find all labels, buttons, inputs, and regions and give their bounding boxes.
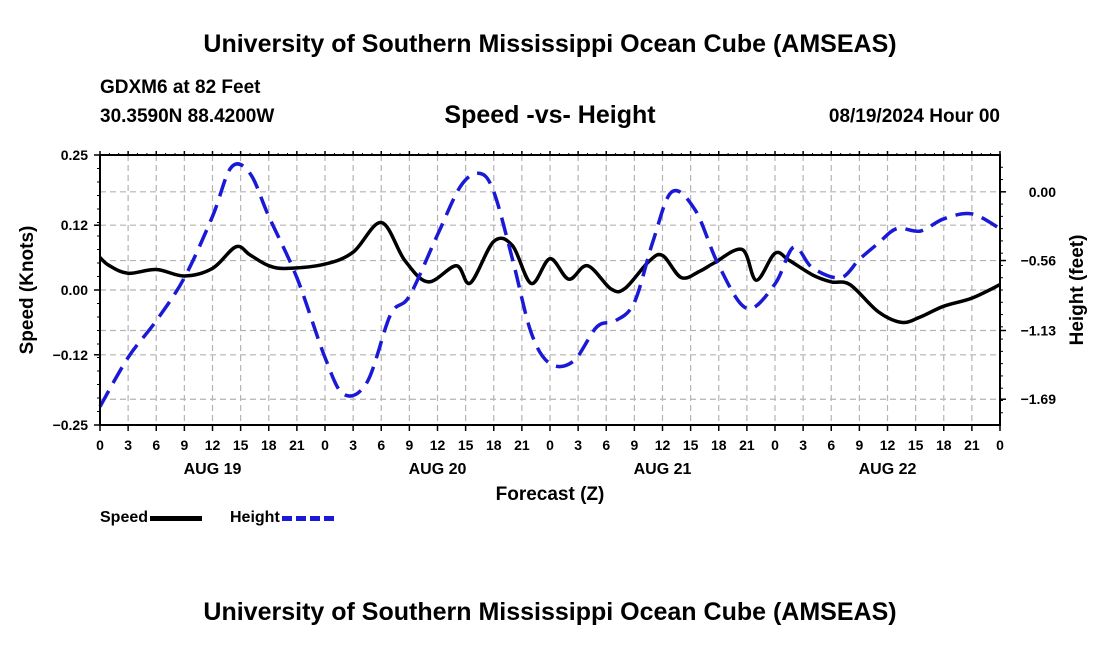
x-tick-label: 18 xyxy=(711,437,727,453)
day-label: AUG 19 xyxy=(184,461,242,478)
x-tick-label: 18 xyxy=(486,437,502,453)
y2-tick-label: 0.00 xyxy=(1029,184,1056,200)
legend-speed-swatch xyxy=(150,515,203,521)
y-axis-title: Speed (Knots) xyxy=(17,226,38,355)
x-tick-label: 6 xyxy=(377,437,385,453)
x-tick-label: 21 xyxy=(964,437,980,453)
coordinates-label: 30.3590N 88.4200W xyxy=(100,106,275,127)
legend-height: Height xyxy=(230,509,334,527)
x-tick-label: 9 xyxy=(855,437,863,453)
x-tick-label: 0 xyxy=(996,437,1004,453)
x-tick-label: 0 xyxy=(96,437,104,453)
x-tick-label: 18 xyxy=(261,437,277,453)
x-tick-label: 9 xyxy=(180,437,188,453)
x-tick-label: 21 xyxy=(739,437,755,453)
speed-series-line xyxy=(98,220,1001,325)
legend-height-label: Height xyxy=(230,509,280,526)
x-tick-label: 0 xyxy=(546,437,554,453)
x-tick-label: 15 xyxy=(458,437,474,453)
x-tick-label: 21 xyxy=(289,437,305,453)
x-tick-label: 3 xyxy=(124,437,132,453)
legend-speed: Speed xyxy=(100,509,203,527)
legend-height-swatch xyxy=(281,515,334,521)
x-tick-label: 21 xyxy=(514,437,530,453)
day-label: AUG 22 xyxy=(859,461,917,478)
y2-tick-label: −1.13 xyxy=(1021,323,1057,339)
grid xyxy=(100,155,1000,425)
x-tick-label: 0 xyxy=(771,437,779,453)
y2-tick-label: −1.69 xyxy=(1021,391,1057,407)
forecast-datetime: 08/19/2024 Hour 00 xyxy=(828,106,1000,127)
axes: 0 3 6 9 12 15 18 21 0 3 6 9 12 15 18 21 0 3 6 9 12 15 18 21 0 3 6 9… xyxy=(53,147,1057,478)
x-tick-label: 12 xyxy=(880,437,896,453)
x-tick-label: 12 xyxy=(655,437,671,453)
x-axis-title: Forecast (Z) xyxy=(496,484,605,505)
x-tick-label: 3 xyxy=(349,437,357,453)
x-tick-label: 9 xyxy=(630,437,638,453)
y2-tick-label: −0.56 xyxy=(1021,253,1057,269)
x-tick-label: 6 xyxy=(602,437,610,453)
day-label: AUG 21 xyxy=(634,461,692,478)
x-tick-label: 15 xyxy=(233,437,249,453)
y-tick-label: −0.25 xyxy=(53,417,89,433)
y-tick-label: 0.12 xyxy=(61,217,88,233)
x-tick-label: 3 xyxy=(799,437,807,453)
y2-axis-title: Height (feet) xyxy=(1067,235,1088,346)
footer-title: University of Southern Mississippi Ocean… xyxy=(203,598,897,626)
x-tick-label: 6 xyxy=(152,437,160,453)
legend-speed-label: Speed xyxy=(100,509,149,526)
x-tick-label: 15 xyxy=(683,437,699,453)
x-tick-label: 0 xyxy=(321,437,329,453)
day-label: AUG 20 xyxy=(409,461,467,478)
y-tick-label: 0.00 xyxy=(61,282,88,298)
series-layer xyxy=(98,162,1001,408)
height-series-line xyxy=(98,162,1001,408)
x-tick-label: 12 xyxy=(205,437,221,453)
y-tick-label: −0.12 xyxy=(53,347,89,363)
x-tick-label: 15 xyxy=(908,437,924,453)
chart-title: University of Southern Mississippi Ocean… xyxy=(203,30,897,58)
x-tick-label: 3 xyxy=(574,437,582,453)
station-label: GDXM6 at 82 Feet xyxy=(100,77,261,98)
chart-subtitle: Speed -vs- Height xyxy=(444,101,656,129)
y-tick-label: 0.25 xyxy=(61,147,88,163)
x-tick-label: 12 xyxy=(430,437,446,453)
x-tick-label: 6 xyxy=(827,437,835,453)
x-tick-label: 9 xyxy=(405,437,413,453)
x-tick-label: 18 xyxy=(936,437,952,453)
